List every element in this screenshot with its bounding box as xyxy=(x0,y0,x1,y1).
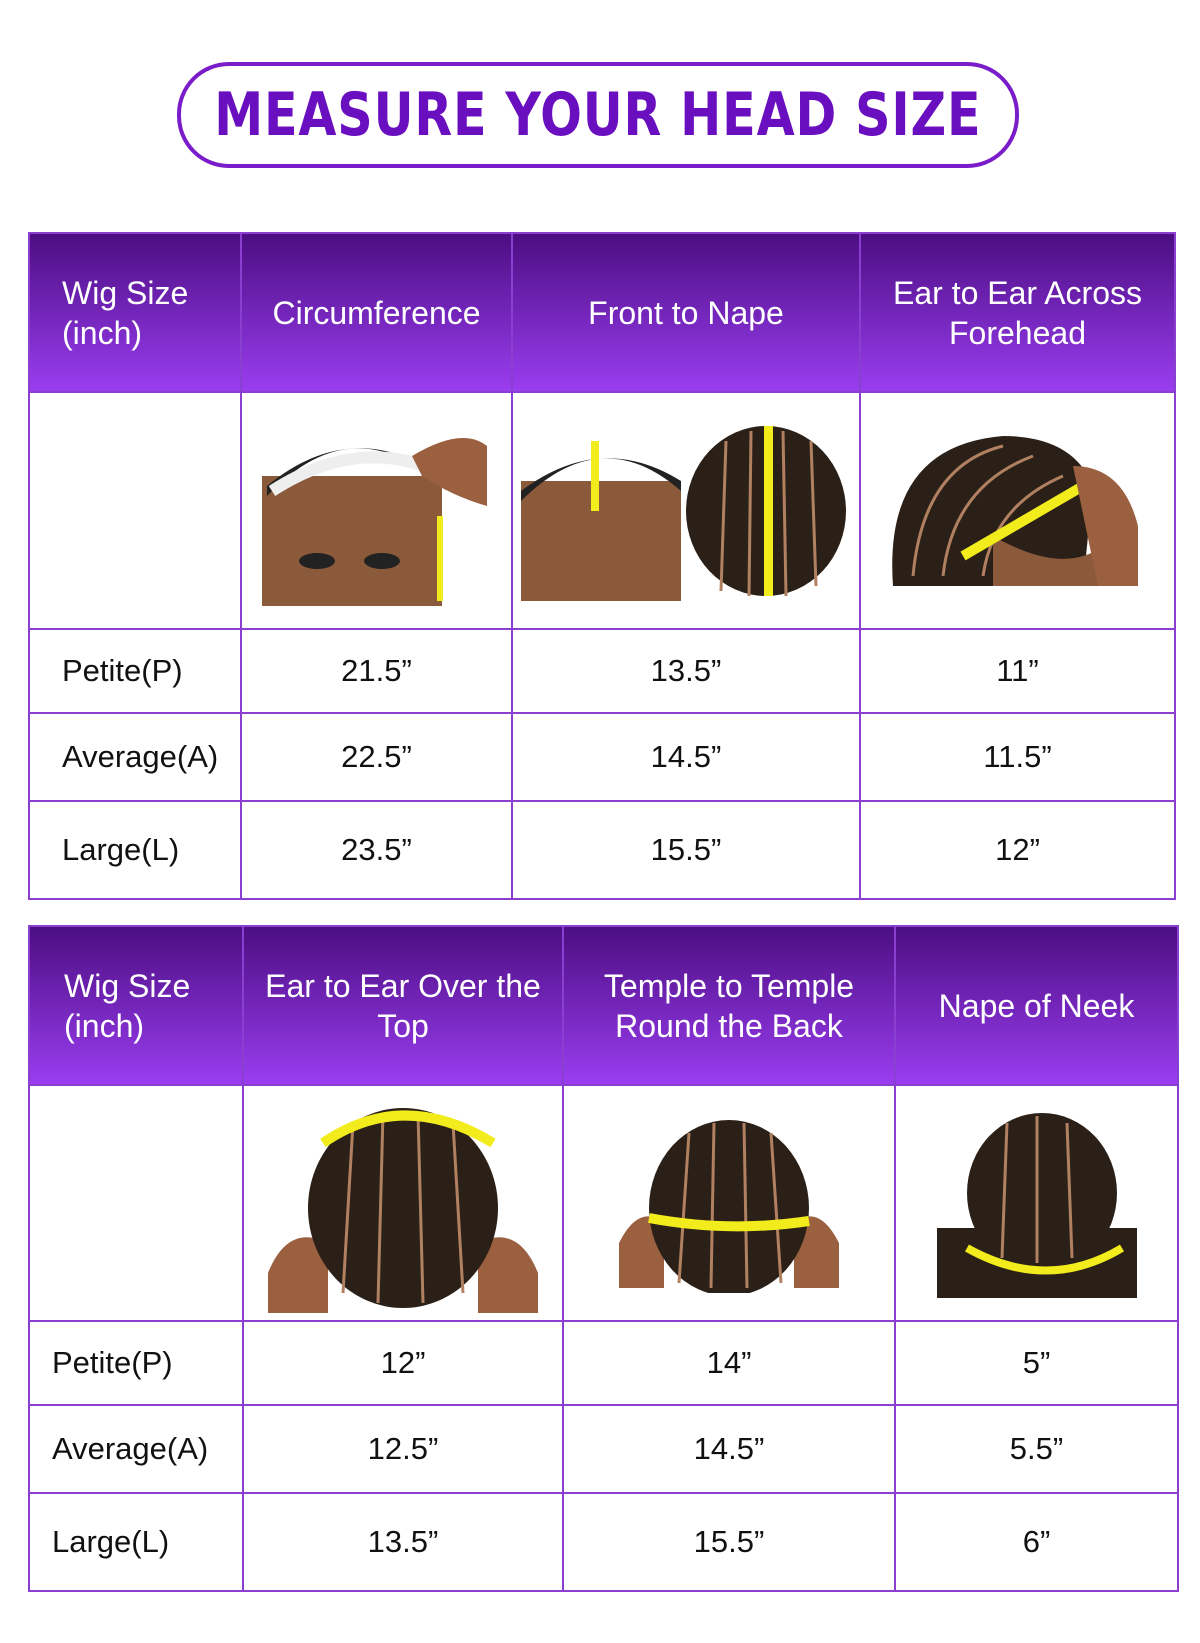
size-table-2: Wig Size (inch) Ear to Ear Over the Top … xyxy=(28,925,1179,1592)
table-row: Petite(P) 12” 14” 5” xyxy=(28,1320,1179,1406)
header-ear-to-ear-top: Ear to Ear Over the Top xyxy=(242,925,564,1086)
header-ear-to-ear-forehead: Ear to Ear Across Forehead xyxy=(859,232,1176,393)
table-row: Large(L) 13.5” 15.5” 6” xyxy=(28,1492,1179,1592)
nape-photo xyxy=(894,1084,1179,1322)
table-row: Petite(P) 21.5” 13.5” 11” xyxy=(28,628,1176,714)
header-wig-size: Wig Size (inch) xyxy=(28,925,244,1086)
value-cell: 5” xyxy=(894,1320,1179,1406)
empty-cell xyxy=(28,391,242,630)
header-temple-to-temple: Temple to Temple Round the Back xyxy=(562,925,896,1086)
table-row: Average(A) 12.5” 14.5” 5.5” xyxy=(28,1404,1179,1494)
size-table-1: Wig Size (inch) Circumference Front to N… xyxy=(28,232,1176,900)
header-circumference: Circumference xyxy=(240,232,513,393)
size-label: Large(L) xyxy=(28,1492,244,1592)
value-cell: 15.5” xyxy=(562,1492,896,1592)
front-to-nape-photo xyxy=(511,391,861,630)
value-cell: 14.5” xyxy=(562,1404,896,1494)
size-label: Average(A) xyxy=(28,1404,244,1494)
empty-cell xyxy=(28,1084,244,1322)
value-cell: 12.5” xyxy=(242,1404,564,1494)
table-row: Average(A) 22.5” 14.5” 11.5” xyxy=(28,712,1176,802)
header-nape-of-neck: Nape of Neek xyxy=(894,925,1179,1086)
header-wig-size: Wig Size (inch) xyxy=(28,232,242,393)
size-label: Petite(P) xyxy=(28,628,242,714)
table-row: Large(L) 23.5” 15.5” 12” xyxy=(28,800,1176,900)
value-cell: 13.5” xyxy=(242,1492,564,1592)
title-banner: MEASURE YOUR HEAD SIZE xyxy=(177,62,1019,168)
header-front-to-nape: Front to Nape xyxy=(511,232,861,393)
value-cell: 12” xyxy=(859,800,1176,900)
value-cell: 13.5” xyxy=(511,628,861,714)
value-cell: 14” xyxy=(562,1320,896,1406)
value-cell: 21.5” xyxy=(240,628,513,714)
value-cell: 14.5” xyxy=(511,712,861,802)
value-cell: 5.5” xyxy=(894,1404,1179,1494)
value-cell: 11.5” xyxy=(859,712,1176,802)
page-title: MEASURE YOUR HEAD SIZE xyxy=(214,80,982,150)
value-cell: 11” xyxy=(859,628,1176,714)
size-label: Large(L) xyxy=(28,800,242,900)
ear-to-ear-top-photo xyxy=(242,1084,564,1322)
value-cell: 12” xyxy=(242,1320,564,1406)
ear-to-ear-forehead-photo xyxy=(859,391,1176,630)
circumference-photo xyxy=(240,391,513,630)
size-label: Petite(P) xyxy=(28,1320,244,1406)
value-cell: 15.5” xyxy=(511,800,861,900)
value-cell: 22.5” xyxy=(240,712,513,802)
value-cell: 6” xyxy=(894,1492,1179,1592)
value-cell: 23.5” xyxy=(240,800,513,900)
size-label: Average(A) xyxy=(28,712,242,802)
temple-to-temple-photo xyxy=(562,1084,896,1322)
